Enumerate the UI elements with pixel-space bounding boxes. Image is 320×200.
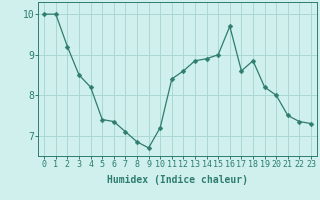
X-axis label: Humidex (Indice chaleur): Humidex (Indice chaleur) xyxy=(107,175,248,185)
